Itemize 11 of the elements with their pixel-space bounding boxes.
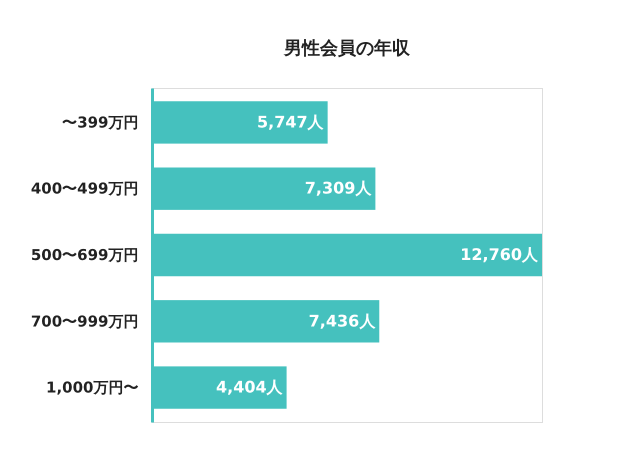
y-tick-label: 〜399万円 [62,113,138,132]
data-label: 12,760人 [460,245,539,264]
data-label: 7,436人 [308,311,376,330]
data-label: 7,309人 [304,178,372,198]
y-tick-label: 700〜999万円 [30,312,138,330]
chart-title: 男性会員の年収 [283,38,411,59]
y-tick-label: 1,000万円〜 [46,378,138,397]
data-label: 4,404人 [216,378,284,397]
y-tick-label: 400〜499万円 [30,180,138,198]
data-label: 5,747人 [257,112,325,132]
y-tick-label: 500〜699万円 [30,246,138,264]
